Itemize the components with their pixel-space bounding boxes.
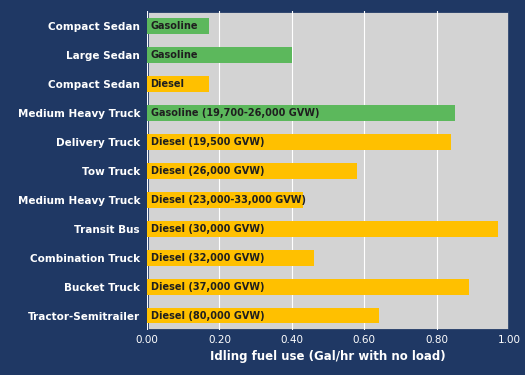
Text: Gasoline (19,700-26,000 GVW): Gasoline (19,700-26,000 GVW) — [151, 108, 319, 118]
Bar — [147, 163, 357, 178]
Bar — [147, 76, 208, 92]
Text: Diesel (19,500 GVW): Diesel (19,500 GVW) — [151, 136, 264, 147]
Bar — [147, 308, 379, 324]
Bar — [147, 134, 452, 150]
Bar — [147, 250, 313, 266]
Bar — [147, 279, 469, 294]
Bar — [147, 185, 509, 214]
Bar — [147, 243, 509, 272]
Text: Gasoline: Gasoline — [151, 50, 198, 60]
Bar — [147, 69, 509, 98]
Bar — [147, 11, 509, 40]
Bar — [147, 105, 455, 121]
Text: Diesel (37,000 GVW): Diesel (37,000 GVW) — [151, 282, 264, 291]
Bar — [147, 192, 303, 208]
Bar — [147, 214, 509, 243]
Text: Diesel: Diesel — [151, 79, 185, 89]
Bar — [147, 220, 498, 237]
Bar — [147, 279, 469, 294]
Bar — [147, 40, 509, 69]
Bar — [147, 47, 292, 63]
Text: Diesel (23,000-33,000 GVW): Diesel (23,000-33,000 GVW) — [151, 195, 306, 205]
Bar — [147, 308, 379, 324]
Text: Diesel (30,000 GVW): Diesel (30,000 GVW) — [151, 224, 264, 234]
Bar — [147, 250, 313, 266]
Bar — [147, 220, 498, 237]
Bar — [147, 127, 509, 156]
Bar — [147, 98, 509, 127]
Bar — [147, 192, 303, 208]
Bar — [147, 18, 208, 34]
Text: Gasoline: Gasoline — [151, 21, 198, 31]
Text: Diesel (80,000 GVW): Diesel (80,000 GVW) — [151, 310, 264, 321]
Bar — [147, 163, 357, 178]
Bar — [147, 272, 509, 301]
Bar — [147, 47, 292, 63]
Bar — [147, 18, 208, 34]
Bar — [147, 105, 455, 121]
X-axis label: Idling fuel use (Gal/hr with no load): Idling fuel use (Gal/hr with no load) — [211, 350, 446, 363]
Bar — [147, 134, 452, 150]
Text: Diesel (26,000 GVW): Diesel (26,000 GVW) — [151, 166, 264, 176]
Text: Diesel (32,000 GVW): Diesel (32,000 GVW) — [151, 252, 264, 262]
Bar — [147, 301, 509, 330]
Bar — [147, 76, 208, 92]
Bar — [147, 156, 509, 185]
